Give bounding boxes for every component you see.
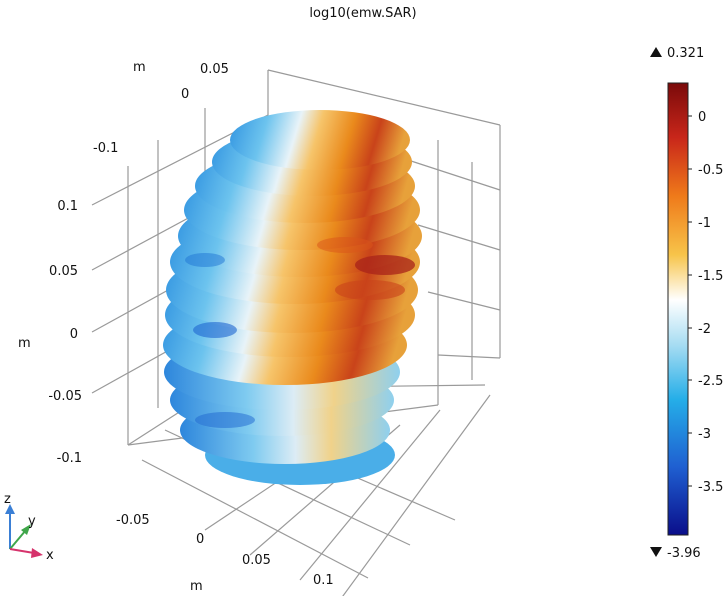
x-arrow-icon (31, 548, 43, 558)
y-axis-labels: m 0.05 0 -0.1 (93, 60, 229, 156)
x-tick-label: -0.05 (116, 513, 150, 528)
colorbar-tick-label: -1.5 (698, 269, 723, 284)
colorbar-tick-label: -1 (698, 216, 711, 231)
y-arrow-icon (21, 524, 31, 535)
x-tick-label: 0 (196, 532, 204, 547)
triad-y-label: y (28, 514, 36, 529)
z-tick-label: 0 (70, 327, 78, 342)
z-tick-label: -0.05 (48, 389, 82, 404)
z-axis-unit: m (18, 336, 31, 351)
triangle-down-icon (650, 547, 662, 557)
colorbar-tick-label: -3 (698, 427, 711, 442)
sar-surface[interactable] (163, 110, 422, 485)
colorbar-min-label: -3.96 (667, 546, 701, 561)
x-axis-labels: -0.05 0 0.05 0.1 m (116, 513, 334, 594)
z-tick-label: 0.1 (57, 199, 78, 214)
colorbar-ticks (688, 115, 692, 487)
triad-z-label: z (4, 492, 11, 507)
colorbar: 0.321 0 -0.5 -1 -1.5 -2 -2.5 -3 -3.5 -3.… (650, 46, 723, 561)
colorbar-tick-label: -3.5 (698, 480, 723, 495)
colorbar-tick-label: 0 (698, 110, 706, 125)
z-arrow-icon (5, 504, 15, 514)
y-tick-label: 0 (181, 87, 189, 102)
colorbar-tick-label: -2 (698, 322, 711, 337)
axis-triad: z y x (4, 492, 54, 563)
triad-x-label: x (46, 548, 54, 563)
colorbar-gradient (667, 82, 689, 536)
x-tick-label: 0.05 (242, 553, 271, 568)
x-tick-label: 0.1 (313, 573, 334, 588)
colorbar-max-label: 0.321 (667, 46, 704, 61)
z-tick-label: -0.1 (57, 451, 82, 466)
plot-title: log10(emw.SAR) (309, 6, 416, 21)
z-axis-labels: 0.1 0.05 0 -0.05 -0.1 m (18, 199, 82, 466)
triangle-up-icon (650, 47, 662, 57)
x-axis-unit: m (190, 579, 203, 594)
colorbar-tick-label: -2.5 (698, 374, 723, 389)
colorbar-tick-label: -0.5 (698, 163, 723, 178)
y-tick-label: -0.1 (93, 141, 118, 156)
y-tick-label: 0.05 (200, 62, 229, 77)
y-axis-unit: m (133, 60, 146, 75)
z-tick-label: 0.05 (49, 264, 78, 279)
